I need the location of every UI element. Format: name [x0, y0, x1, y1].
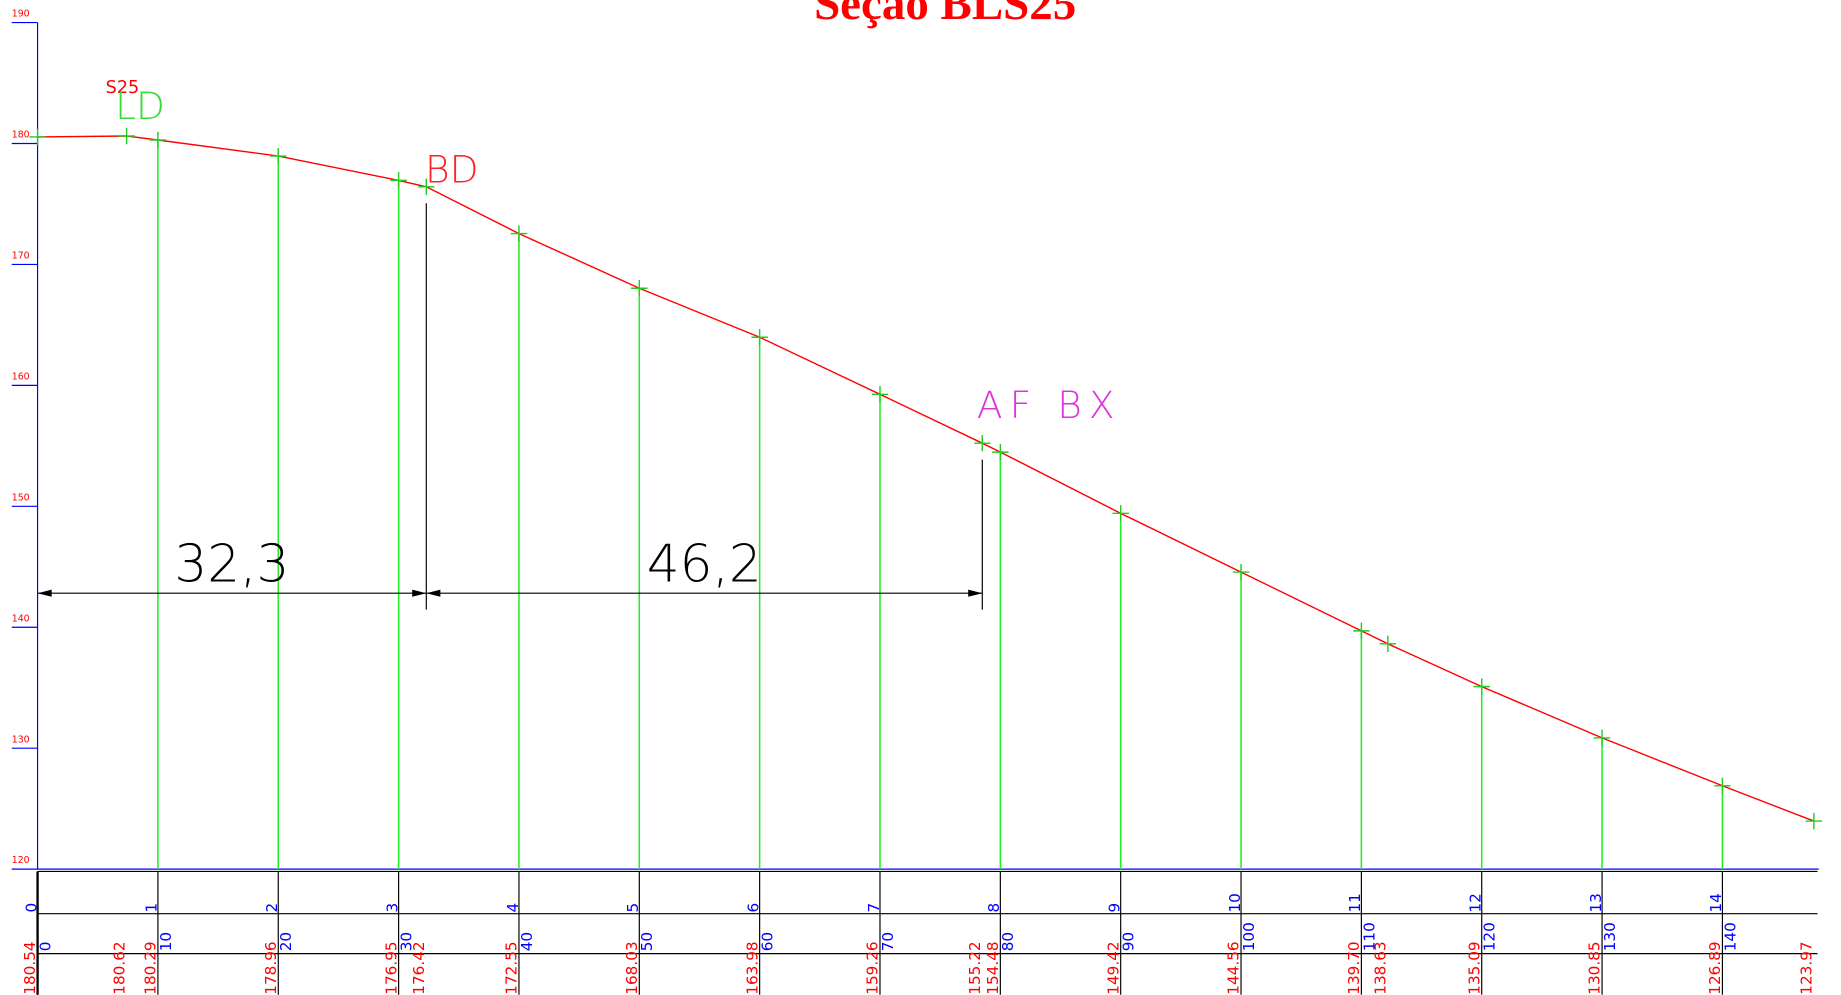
elevation-label: 144.56: [1225, 941, 1243, 994]
distance-label: 70: [879, 932, 897, 951]
distance-label: 0: [36, 942, 54, 952]
annotation: S25: [106, 78, 140, 98]
station-label: 6: [744, 903, 762, 913]
elevation-label: 176.42: [410, 941, 428, 994]
point-cross: [1473, 678, 1490, 695]
point-cross: [631, 280, 648, 297]
point-cross: [418, 178, 435, 196]
point-cross: [29, 128, 46, 146]
y-tick-label: 130: [12, 734, 30, 745]
elevation-label: 139.70: [1345, 941, 1363, 994]
distance-label: 80: [999, 932, 1017, 951]
point-cross: [1593, 729, 1611, 747]
point-cross: [1112, 505, 1129, 522]
annotation: BD: [425, 147, 479, 191]
distance-label: 20: [277, 932, 295, 951]
y-tick-label: 180: [12, 130, 30, 141]
dimension-label: 46,2: [647, 534, 762, 594]
distance-label: 90: [1120, 932, 1138, 951]
point-cross: [1379, 635, 1397, 653]
elevation-label: 159.26: [864, 941, 882, 994]
distance-label: 130: [1601, 922, 1619, 951]
point-cross: [1232, 563, 1250, 581]
point-cross: [974, 434, 991, 452]
annotation: LD: [115, 84, 165, 128]
point-cross: [871, 386, 889, 403]
station-label: 12: [1467, 893, 1485, 912]
station-label: 13: [1587, 893, 1605, 912]
profile-line: [37, 135, 1815, 822]
station-label: 3: [383, 903, 401, 913]
point-cross: [751, 329, 768, 346]
distance-label: 40: [518, 932, 536, 951]
point-cross: [1714, 777, 1731, 795]
station-label: 7: [865, 903, 883, 913]
annotation: AF BX: [977, 383, 1122, 427]
elevation-label: 123.97: [1798, 941, 1816, 994]
elevation-label: 180.62: [110, 941, 128, 994]
elevation-label: 138.63: [1372, 941, 1390, 994]
dimension-label: 32,3: [174, 534, 289, 594]
station-label: 5: [624, 903, 642, 913]
distance-label: 110: [1360, 922, 1378, 951]
station-label: 1: [143, 903, 161, 913]
elevation-label: 155.22: [966, 941, 984, 994]
elevation-label: 130.85: [1586, 941, 1604, 994]
y-tick-label: 120: [12, 855, 30, 866]
station-label: 8: [985, 903, 1003, 913]
distance-label: 100: [1240, 922, 1258, 951]
y-tick-label: 170: [12, 251, 30, 262]
title: Seção BLS25: [814, 0, 1076, 30]
elevation-label: 180.54: [21, 941, 39, 994]
elevation-label: 163.98: [743, 941, 761, 994]
point-cross: [270, 147, 287, 165]
elevation-label: 126.89: [1706, 941, 1724, 994]
point-cross: [510, 225, 528, 242]
station-label: 11: [1346, 893, 1364, 912]
station-label: 0: [22, 903, 40, 913]
station-label: 9: [1106, 903, 1124, 913]
station-label: 4: [504, 903, 522, 913]
y-tick-label: 160: [12, 372, 30, 383]
point-cross: [118, 127, 135, 145]
elevation-label: 149.42: [1104, 941, 1122, 994]
distance-label: 120: [1481, 922, 1499, 951]
y-tick-label: 150: [12, 492, 30, 503]
y-tick-label: 190: [12, 9, 30, 20]
y-tick-label: 140: [12, 613, 30, 624]
elevation-label: 172.55: [503, 941, 521, 994]
point-cross: [390, 172, 407, 189]
distance-label: 30: [398, 932, 416, 951]
point-cross: [992, 443, 1009, 461]
elevation-label: 135.09: [1465, 941, 1483, 994]
distance-label: 10: [157, 932, 175, 951]
point-cross: [1805, 812, 1823, 830]
elevation-label: 168.03: [623, 941, 641, 994]
elevation-label: 178.96: [262, 941, 280, 994]
station-label: 14: [1707, 893, 1725, 912]
elevation-label: 154.48: [984, 941, 1002, 994]
distance-label: 50: [638, 932, 656, 951]
point-cross: [1353, 622, 1370, 640]
station-label: 2: [263, 903, 281, 913]
distance-label: 140: [1721, 922, 1739, 951]
elevation-label: 180.29: [142, 941, 160, 994]
elevation-label: 176.95: [382, 941, 400, 994]
point-cross: [149, 131, 167, 149]
distance-label: 60: [759, 932, 777, 951]
station-label: 10: [1226, 893, 1244, 912]
